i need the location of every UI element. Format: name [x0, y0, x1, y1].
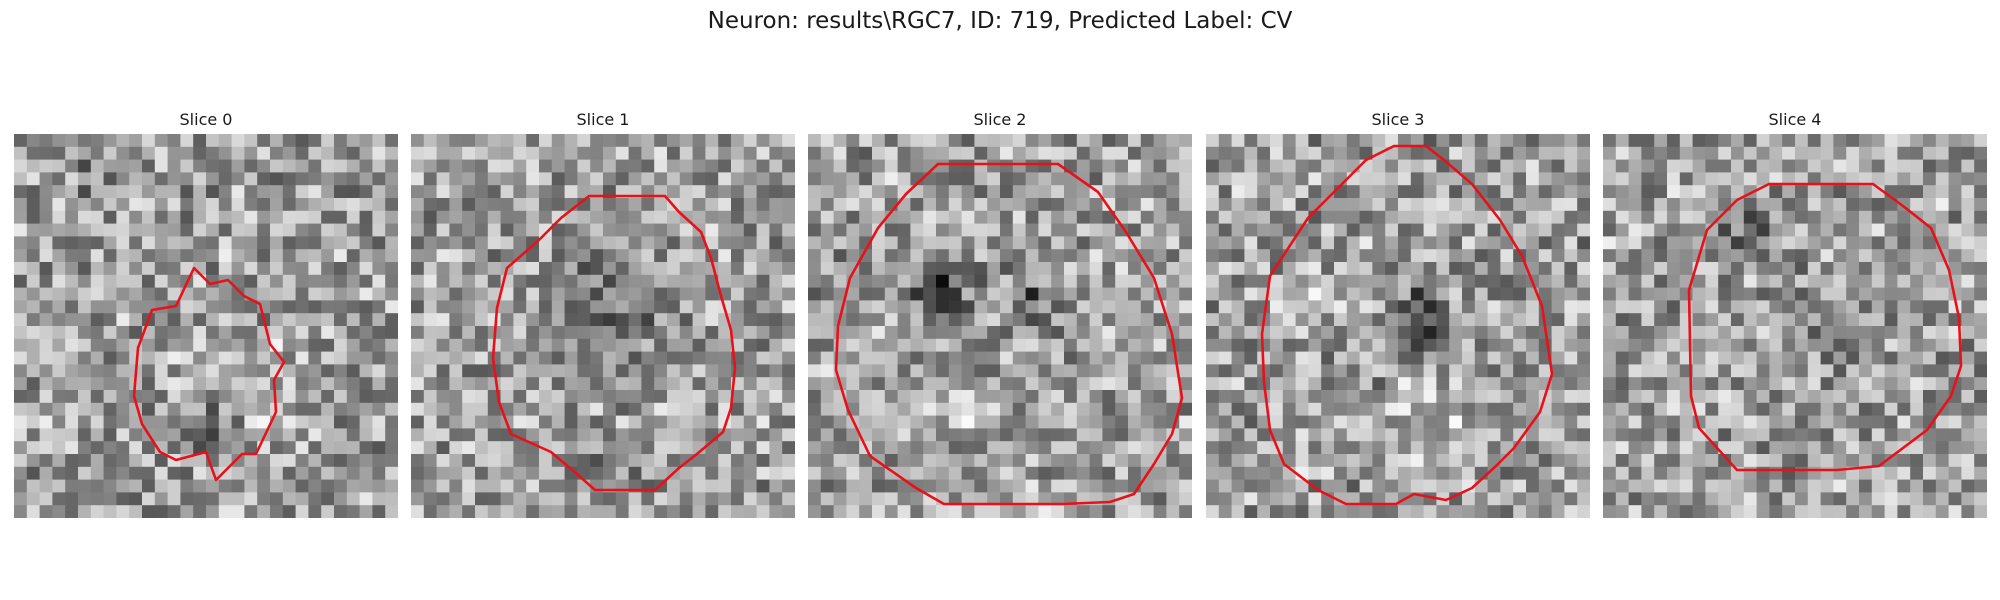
- cell-contour: [132, 266, 286, 482]
- microscopy-noise: [808, 134, 1192, 518]
- slice-image: [1206, 134, 1590, 518]
- slice-title: Slice 4: [1768, 110, 1822, 129]
- slice-title: Slice 0: [179, 110, 233, 129]
- slice-image: [1603, 134, 1987, 518]
- slice-panel-3: Slice 3: [1206, 108, 1590, 518]
- slice-image: [808, 134, 1192, 518]
- slice-panel-0: Slice 0: [14, 108, 398, 518]
- cell-contour: [1687, 182, 1963, 472]
- microscopy-noise: [1603, 134, 1987, 518]
- slice-image: [14, 134, 398, 518]
- figure-title: Neuron: results\RGC7, ID: 719, Predicted…: [707, 8, 1293, 34]
- slice-panel-4: Slice 4: [1603, 108, 1987, 518]
- slice-title: Slice 2: [973, 110, 1027, 129]
- slice-image: [411, 134, 795, 518]
- cell-contour: [834, 162, 1184, 506]
- slice-panel-2: Slice 2: [808, 108, 1192, 518]
- microscopy-noise: [14, 134, 398, 518]
- cell-contour: [491, 194, 737, 492]
- slice-panel-1: Slice 1: [411, 108, 795, 518]
- slice-title: Slice 1: [576, 110, 630, 129]
- slice-title: Slice 3: [1371, 110, 1425, 129]
- microscopy-noise: [411, 134, 795, 518]
- cell-contour: [1260, 144, 1554, 506]
